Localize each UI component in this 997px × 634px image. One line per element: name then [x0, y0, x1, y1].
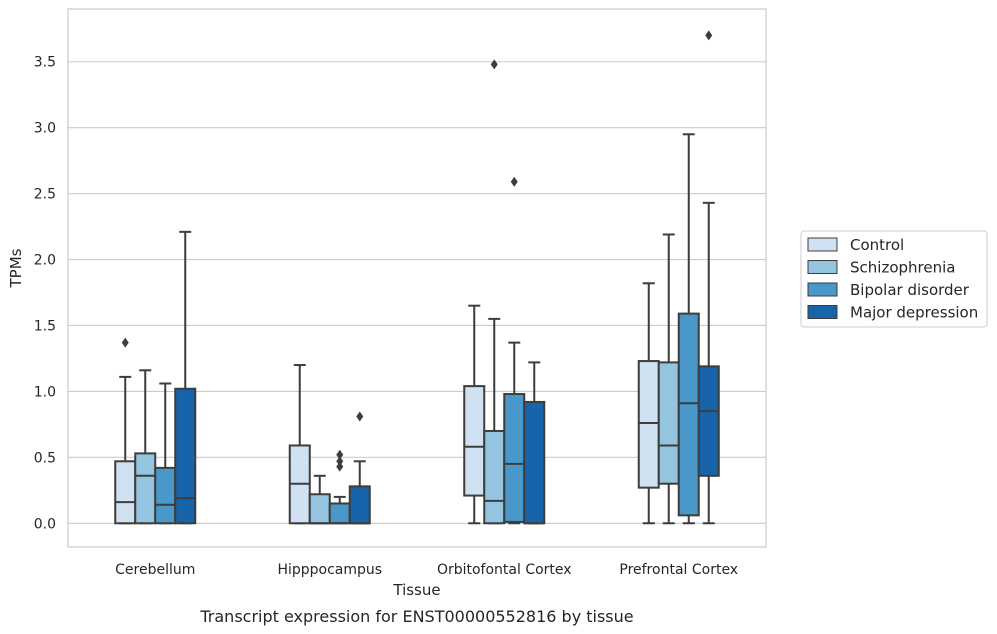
- box-iqr: [114, 460, 137, 525]
- y-tick-label: 0.5: [34, 450, 56, 466]
- plot-frame: [67, 8, 767, 548]
- box-control: [463, 304, 486, 525]
- legend-swatch: [807, 282, 838, 297]
- box-iqr: [503, 393, 526, 523]
- x-axis-label: Tissue: [392, 581, 440, 599]
- x-tick-label: Cerebellum: [115, 562, 195, 578]
- legend-label: Schizophrenia: [850, 259, 955, 277]
- outlier-marker: [121, 337, 129, 348]
- legend-swatch: [807, 260, 838, 274]
- y-tick-label: 1.0: [34, 384, 56, 400]
- x-axis-ticks: Cerebellum Hipppocampus Orbitofontal Corte…: [115, 562, 738, 578]
- box-bipolar-disorder: [328, 449, 351, 525]
- box-iqr: [348, 485, 371, 525]
- outlier-marker: [356, 411, 364, 422]
- box-major-depression: [174, 230, 197, 525]
- box-iqr: [697, 365, 720, 477]
- box-schizophrenia: [483, 59, 506, 525]
- box-iqr: [637, 360, 660, 489]
- box-schizophrenia: [134, 369, 157, 525]
- y-axis-label: TPMs: [7, 248, 25, 288]
- x-tick-label: Prefrontal Cortex: [619, 562, 738, 578]
- outlier-marker: [336, 449, 344, 460]
- box-schizophrenia: [308, 474, 331, 525]
- outlier-marker: [336, 456, 344, 467]
- box-bipolar-disorder: [677, 133, 700, 525]
- box-control: [288, 364, 311, 525]
- y-tick-label: 1.5: [34, 318, 56, 334]
- y-tick-label: 3.5: [34, 55, 56, 71]
- box-control: [637, 282, 660, 525]
- box-iqr: [523, 400, 546, 525]
- legend: Control Schizophrenia Bipolar disorder Majo…: [800, 230, 988, 328]
- x-tick-label: Hipppocampus: [277, 562, 382, 578]
- box-iqr: [134, 452, 157, 525]
- box-major-depression: [697, 30, 720, 525]
- outlier-marker: [705, 30, 713, 41]
- legend-item: Control: [807, 236, 904, 254]
- box-iqr: [657, 361, 680, 485]
- legend-item: Bipolar disorder: [807, 281, 970, 299]
- box-bipolar-disorder: [503, 176, 526, 525]
- box-iqr: [154, 466, 177, 525]
- outlier-marker: [336, 461, 344, 472]
- legend-item: Major depression: [807, 304, 978, 322]
- box-iqr: [328, 502, 351, 525]
- box-major-depression: [523, 361, 546, 525]
- box-iqr: [308, 493, 331, 525]
- legend-swatch: [807, 305, 838, 319]
- y-tick-label: 2.5: [34, 187, 56, 203]
- legend-item: Schizophrenia: [807, 259, 955, 277]
- legend-swatch: [807, 237, 838, 252]
- box-major-depression: [348, 411, 371, 525]
- box-bipolar-disorder: [154, 382, 177, 525]
- box-iqr: [677, 312, 700, 517]
- legend-label: Bipolar disorder: [850, 281, 970, 299]
- y-tick-label: 3.0: [34, 121, 56, 137]
- box-schizophrenia: [657, 233, 680, 525]
- y-axis-ticks: 0.0 0.5 1.0 1.5 2.0 2.5 3.0 3.5: [34, 55, 56, 533]
- box-control: [114, 337, 137, 525]
- box-iqr: [463, 385, 486, 497]
- x-tick-label: Orbitofontal Cortex: [437, 562, 572, 578]
- legend-label: Major depression: [850, 304, 978, 322]
- y-tick-label: 0.0: [34, 516, 56, 532]
- box-iqr: [483, 429, 506, 525]
- y-tick-label: 2.0: [34, 253, 56, 269]
- legend-frame: [800, 230, 988, 328]
- legend-label: Control: [850, 236, 904, 254]
- box-iqr: [174, 387, 197, 525]
- outlier-marker: [490, 59, 498, 70]
- outlier-marker: [510, 176, 518, 187]
- plot-area: [114, 30, 720, 525]
- chart-caption: Transcript expression for ENST0000055281…: [199, 607, 633, 626]
